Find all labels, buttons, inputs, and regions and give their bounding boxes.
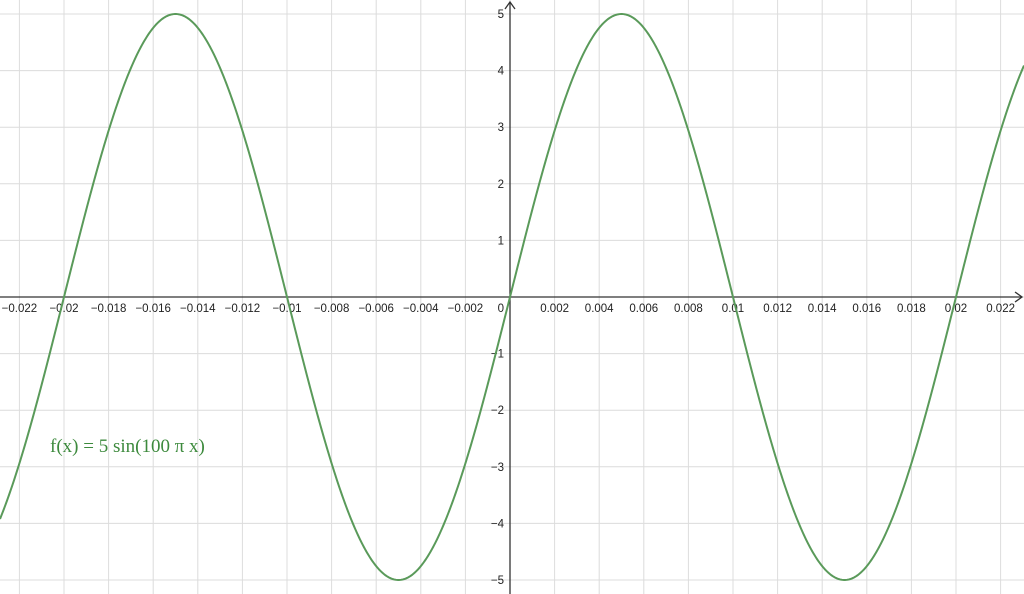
x-tick-label: 0.016: [852, 303, 881, 315]
y-tick-label: 2: [498, 179, 504, 191]
x-tick-label: 0.022: [986, 303, 1015, 315]
x-tick-label: 0.008: [674, 303, 703, 315]
y-tick-label: 1: [498, 235, 504, 247]
y-tick-label: −4: [491, 518, 505, 530]
x-tick-label: −0.016: [135, 303, 171, 315]
y-tick-label: −3: [491, 462, 504, 474]
x-tick-label: 0.01: [722, 303, 744, 315]
x-tick-label: 0.006: [629, 303, 658, 315]
x-tick-label: −0.02: [49, 303, 78, 315]
y-tick-label: 4: [498, 66, 505, 78]
x-tick-label: 0.018: [897, 303, 926, 315]
x-tick-label: 0.02: [945, 303, 967, 315]
y-tick-label: 5: [498, 9, 504, 21]
x-tick-label: −0.008: [314, 303, 350, 315]
function-label[interactable]: f(x) = 5 sin(100 π x): [50, 436, 205, 457]
y-axis-arrow-icon: [504, 0, 516, 10]
function-curve-f[interactable]: [0, 13, 1024, 581]
x-tick-label: −0.012: [225, 303, 261, 315]
x-tick-label: −0.004: [403, 303, 439, 315]
y-tick-label: 3: [498, 122, 504, 134]
origin-label: 0: [498, 303, 504, 315]
x-tick-label: −0.018: [91, 303, 127, 315]
x-tick-label: 0.002: [540, 303, 569, 315]
x-tick-label: 0.014: [808, 303, 837, 315]
x-tick-label: −0.002: [448, 303, 484, 315]
x-tick-label: −0.022: [2, 303, 38, 315]
tick-labels: −0.022 −0.02 −0.018 −0.016 −0.014 −0.012 −0.01…: [2, 9, 1015, 587]
y-tick-label: −5: [491, 575, 504, 587]
x-axis-arrow-icon: [1014, 291, 1024, 303]
x-tick-label: −0.006: [358, 303, 394, 315]
x-tick-label: 0.012: [763, 303, 792, 315]
x-tick-label: 0.004: [585, 303, 614, 315]
y-tick-label: −2: [491, 405, 504, 417]
x-tick-label: −0.01: [272, 303, 301, 315]
x-tick-label: −0.014: [180, 303, 216, 315]
